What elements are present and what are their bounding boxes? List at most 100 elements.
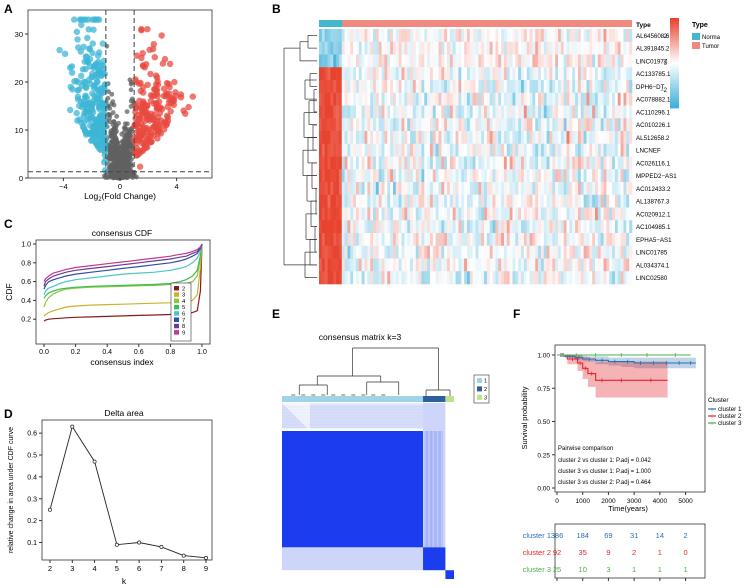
heatmap-cell xyxy=(435,105,439,119)
heatmap-cell xyxy=(367,258,371,272)
heatmap-cell xyxy=(478,143,482,157)
heatmap-cell xyxy=(341,131,345,145)
heatmap-cell xyxy=(583,29,587,43)
heatmap-cell xyxy=(538,41,542,55)
x-tick-label: 5000 xyxy=(678,498,693,505)
heatmap-cell xyxy=(623,245,627,259)
heatmap-cell xyxy=(617,233,621,247)
risk-value: 92 xyxy=(553,548,561,557)
heatmap-cell xyxy=(623,156,627,170)
heatmap-cell xyxy=(600,92,604,106)
heatmap-cell xyxy=(350,80,354,94)
heatmap-cell xyxy=(577,169,582,183)
heatmap-cell xyxy=(464,220,468,234)
heatmap-cell xyxy=(489,207,493,221)
heatmap-cell xyxy=(341,207,345,221)
heatmap-cell xyxy=(344,105,348,119)
heatmap-cell xyxy=(324,80,328,94)
heatmap-cell xyxy=(378,105,382,119)
heatmap-cell xyxy=(506,258,510,272)
heatmap-cell xyxy=(324,194,328,208)
heatmap-cell xyxy=(549,194,553,208)
x-tick-label: 0.2 xyxy=(71,349,81,356)
heatmap-cell xyxy=(441,271,445,285)
heatmap-cell xyxy=(566,156,570,170)
heatmap-cell xyxy=(603,271,607,285)
volcano-point xyxy=(128,142,134,148)
heatmap-cell xyxy=(458,258,462,272)
heatmap-cell xyxy=(387,67,391,81)
risk-value: 1 xyxy=(632,565,636,574)
heatmap-cell xyxy=(617,105,621,119)
heatmap-cell xyxy=(597,156,601,170)
heatmap-cell xyxy=(512,156,516,170)
heatmap-cell xyxy=(603,143,607,157)
heatmap-cell xyxy=(390,220,394,234)
cdf-legend-swatch xyxy=(174,330,179,335)
heatmap-cell xyxy=(344,92,348,106)
heatmap-cell xyxy=(472,220,476,234)
heatmap-cell xyxy=(580,131,584,145)
heatmap-cell xyxy=(606,80,610,94)
heatmap-cell xyxy=(321,105,325,119)
heatmap-cell xyxy=(552,105,556,119)
volcano-point xyxy=(87,112,94,119)
heatmap-cell xyxy=(523,169,528,183)
heatmap-cell xyxy=(486,271,491,285)
heatmap-cell xyxy=(486,169,491,183)
heatmap-cell xyxy=(410,41,414,55)
volcano-point xyxy=(87,101,95,108)
heatmap-cell xyxy=(518,258,522,272)
heatmap-cell xyxy=(415,245,419,259)
heatmap-cell xyxy=(344,245,348,259)
cmat-cluster-1-block xyxy=(282,431,424,548)
heatmap-cell xyxy=(458,194,462,208)
heatmap-cell xyxy=(509,118,513,132)
heatmap-cell xyxy=(560,67,565,81)
heatmap-cell xyxy=(390,105,394,119)
heatmap-cell xyxy=(543,169,547,183)
heatmap-cell xyxy=(614,220,619,234)
heatmap-cell xyxy=(515,156,519,170)
heatmap-cell xyxy=(432,54,436,68)
heatmap-cell xyxy=(447,258,451,272)
heatmap-cell xyxy=(529,80,533,94)
heatmap-cell xyxy=(390,207,394,221)
heatmap-cell xyxy=(597,105,601,119)
heatmap-cell xyxy=(603,105,607,119)
heatmap-cell xyxy=(506,131,510,145)
heatmap-cell xyxy=(378,271,382,285)
heatmap-cell xyxy=(512,67,516,81)
heatmap-cell xyxy=(560,156,565,170)
heatmap-cell xyxy=(509,131,513,145)
heatmap-cell xyxy=(466,258,471,272)
heatmap-cell xyxy=(589,169,593,183)
heatmap-cell xyxy=(583,131,587,145)
heatmap-cell xyxy=(361,169,365,183)
cluster-bar-3 xyxy=(445,396,454,402)
heatmap-cell xyxy=(449,131,454,145)
scale-segment xyxy=(670,46,679,49)
heatmap-cell xyxy=(472,194,476,208)
heatmap-cell xyxy=(381,67,385,81)
heatmap-cell xyxy=(404,233,408,247)
heatmap-cell xyxy=(543,143,547,157)
heatmap-cell xyxy=(532,67,536,81)
heatmap-cell xyxy=(429,233,434,247)
heatmap-cell xyxy=(412,233,417,247)
volcano-point xyxy=(150,41,157,48)
consensus-legend-swatch xyxy=(477,394,482,400)
heatmap-cell xyxy=(614,271,619,285)
heatmap-cell xyxy=(418,258,422,272)
heatmap-cell xyxy=(424,271,428,285)
heatmap-cell xyxy=(319,41,323,55)
volcano-point xyxy=(131,148,139,155)
heatmap-cell xyxy=(498,207,502,221)
heatmap-cell xyxy=(586,118,590,132)
heatmap-cell xyxy=(466,67,471,81)
heatmap-cell xyxy=(338,92,343,106)
heatmap-cell xyxy=(441,207,445,221)
heatmap-cell xyxy=(375,245,380,259)
heatmap-cell xyxy=(489,220,493,234)
heatmap-cell xyxy=(381,245,385,259)
